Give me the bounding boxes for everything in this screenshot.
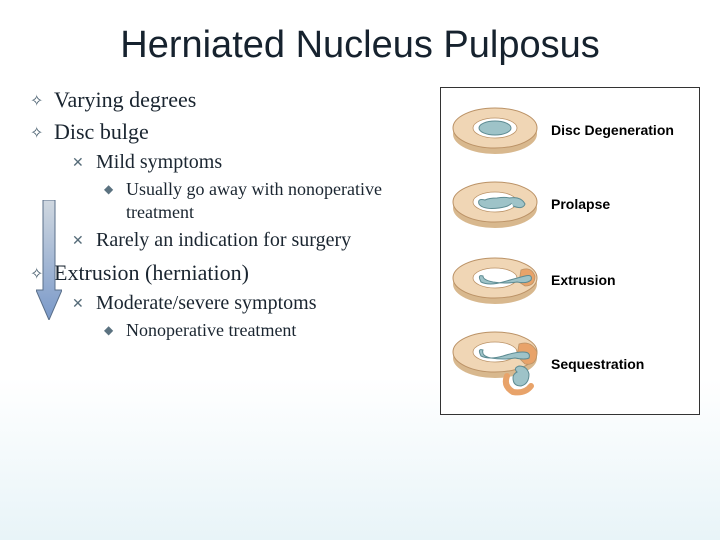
bullet-extrusion: ✧ Extrusion (herniation) xyxy=(30,260,430,286)
diagram-row-degeneration: Disc Degeneration xyxy=(447,102,689,158)
down-arrow-icon xyxy=(36,200,62,320)
diagram-panel: Disc Degeneration Prolapse xyxy=(440,87,700,415)
right-column: Disc Degeneration Prolapse xyxy=(440,87,700,415)
diagram-label: Disc Degeneration xyxy=(551,122,674,138)
bullet-usually-go-away: ◆ Usually go away with nonoperative trea… xyxy=(104,178,430,225)
bullet-rarely-surgery: ✕ Rarely an indication for surgery xyxy=(72,229,430,252)
disc-prolapse-icon xyxy=(447,176,543,232)
slide-title: Herniated Nucleus Pulposus xyxy=(0,0,720,87)
bullet-text: Rarely an indication for surgery xyxy=(96,229,351,252)
diagram-row-prolapse: Prolapse xyxy=(447,176,689,232)
bullet-disc-bulge: ✧ Disc bulge xyxy=(30,119,430,145)
bullet-text: Nonoperative treatment xyxy=(126,319,296,342)
diamond-outline-icon: ✧ xyxy=(30,87,54,111)
diagram-label: Prolapse xyxy=(551,196,610,212)
bullet-text: Mild symptoms xyxy=(96,151,222,174)
bullet-moderate-severe: ✕ Moderate/severe symptoms xyxy=(72,292,430,315)
content-area: ✧ Varying degrees ✧ Disc bulge ✕ Mild sy… xyxy=(0,87,720,415)
bullet-text: Moderate/severe symptoms xyxy=(96,292,317,315)
disc-degeneration-icon xyxy=(447,102,543,158)
diamond-outline-icon: ✧ xyxy=(30,119,54,143)
diagram-label: Sequestration xyxy=(551,356,644,372)
diagram-row-sequestration: Sequestration xyxy=(447,328,689,400)
diamond-filled-icon: ◆ xyxy=(104,319,126,339)
bullet-mild-symptoms: ✕ Mild symptoms xyxy=(72,151,430,174)
bullet-text: Extrusion (herniation) xyxy=(54,260,249,286)
bullet-nonoperative: ◆ Nonoperative treatment xyxy=(104,319,430,342)
left-column: ✧ Varying degrees ✧ Disc bulge ✕ Mild sy… xyxy=(30,87,440,415)
disc-sequestration-icon xyxy=(447,328,543,400)
diagram-row-extrusion: Extrusion xyxy=(447,250,689,310)
bullet-text: Varying degrees xyxy=(54,87,196,113)
bullet-varying-degrees: ✧ Varying degrees xyxy=(30,87,430,113)
bullet-text: Usually go away with nonoperative treatm… xyxy=(126,178,430,225)
diamond-filled-icon: ◆ xyxy=(104,178,126,198)
cross-icon: ✕ xyxy=(72,292,96,313)
diagram-label: Extrusion xyxy=(551,272,616,288)
bullet-text: Disc bulge xyxy=(54,119,149,145)
disc-extrusion-icon xyxy=(447,250,543,310)
cross-icon: ✕ xyxy=(72,229,96,250)
cross-icon: ✕ xyxy=(72,151,96,172)
